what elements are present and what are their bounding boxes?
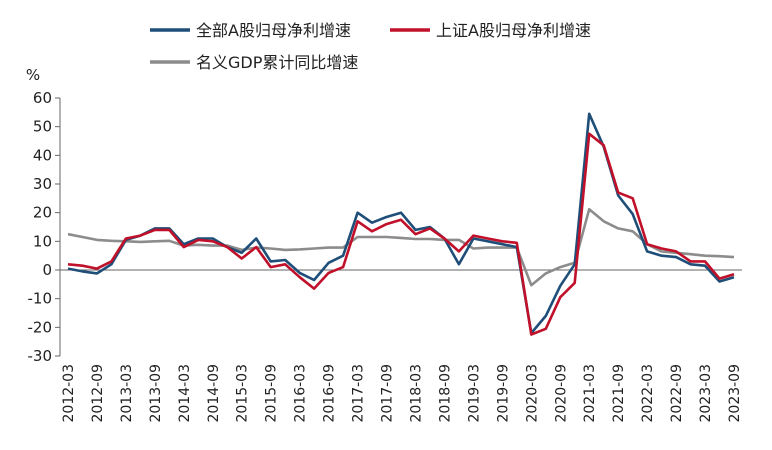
y-tick-label: 30 bbox=[33, 175, 52, 193]
x-tick-label: 2020-03 bbox=[524, 364, 540, 423]
legend-item-shanghai-a: 上证A股归母净利增速 bbox=[390, 21, 591, 40]
x-tick-label: 2021-09 bbox=[611, 364, 627, 423]
y-tick-label: 40 bbox=[33, 146, 52, 164]
x-tick-label: 2017-03 bbox=[351, 364, 367, 423]
y-tick-label: -20 bbox=[28, 318, 53, 336]
x-tick-label: 2019-03 bbox=[466, 364, 482, 423]
x-tick-label: 2013-03 bbox=[119, 364, 135, 423]
x-tick-labels: 2012-03 2012-09 2013-03 2013-09 2014-03 2014-… bbox=[61, 364, 743, 423]
x-tick-label: 2016-09 bbox=[322, 364, 338, 423]
y-axis-unit: % bbox=[26, 66, 40, 84]
legend-label-gdp: 名义GDP累计同比增速 bbox=[196, 53, 358, 72]
legend: 全部A股归母净利增速 上证A股归母净利增速 名义GDP累计同比增速 bbox=[150, 21, 591, 72]
x-tick-label: 2021-03 bbox=[582, 364, 598, 423]
x-tick-label: 2022-03 bbox=[640, 364, 656, 423]
legend-item-gdp: 名义GDP累计同比增速 bbox=[150, 53, 358, 72]
x-tick-label: 2023-03 bbox=[698, 364, 714, 423]
series-line-all-a bbox=[67, 112, 735, 335]
x-tick-label: 2020-09 bbox=[553, 364, 569, 423]
series-line-shanghai-a bbox=[67, 132, 735, 336]
x-tick-label: 2022-09 bbox=[669, 364, 685, 423]
y-tick-label: 60 bbox=[33, 89, 52, 107]
y-tick-label: -30 bbox=[28, 347, 53, 365]
x-tick-label: 2014-03 bbox=[177, 364, 193, 423]
y-tick-label: 50 bbox=[33, 118, 52, 136]
x-tick-label: 2018-03 bbox=[408, 364, 424, 423]
series-line-gdp bbox=[67, 207, 735, 287]
y-tick-label: 0 bbox=[42, 261, 52, 279]
x-tick-label: 2018-09 bbox=[437, 364, 453, 423]
x-tick-label: 2016-03 bbox=[293, 364, 309, 423]
x-tick-label: 2019-09 bbox=[495, 364, 511, 423]
y-tick-label: 10 bbox=[33, 232, 52, 250]
x-tick-label: 2023-09 bbox=[727, 364, 743, 423]
x-tick-label: 2015-09 bbox=[264, 364, 280, 423]
series-lines bbox=[67, 112, 735, 336]
x-tick-label: 2013-09 bbox=[148, 364, 164, 423]
y-tick-labels: 60 50 40 30 20 10 0 -10 -20 -30 bbox=[28, 89, 60, 365]
x-tick-label: 2014-09 bbox=[206, 364, 222, 423]
legend-label-all-a: 全部A股归母净利增速 bbox=[196, 21, 351, 40]
x-tick-label: 2012-09 bbox=[90, 364, 106, 423]
y-tick-label: 20 bbox=[33, 204, 52, 222]
y-tick-label: -10 bbox=[28, 290, 53, 308]
x-tick-label: 2012-03 bbox=[61, 364, 77, 423]
legend-item-all-a: 全部A股归母净利增速 bbox=[150, 21, 351, 40]
x-tick-label: 2017-09 bbox=[380, 364, 396, 423]
legend-label-shanghai-a: 上证A股归母净利增速 bbox=[436, 21, 591, 40]
x-tick-label: 2015-03 bbox=[235, 364, 251, 423]
